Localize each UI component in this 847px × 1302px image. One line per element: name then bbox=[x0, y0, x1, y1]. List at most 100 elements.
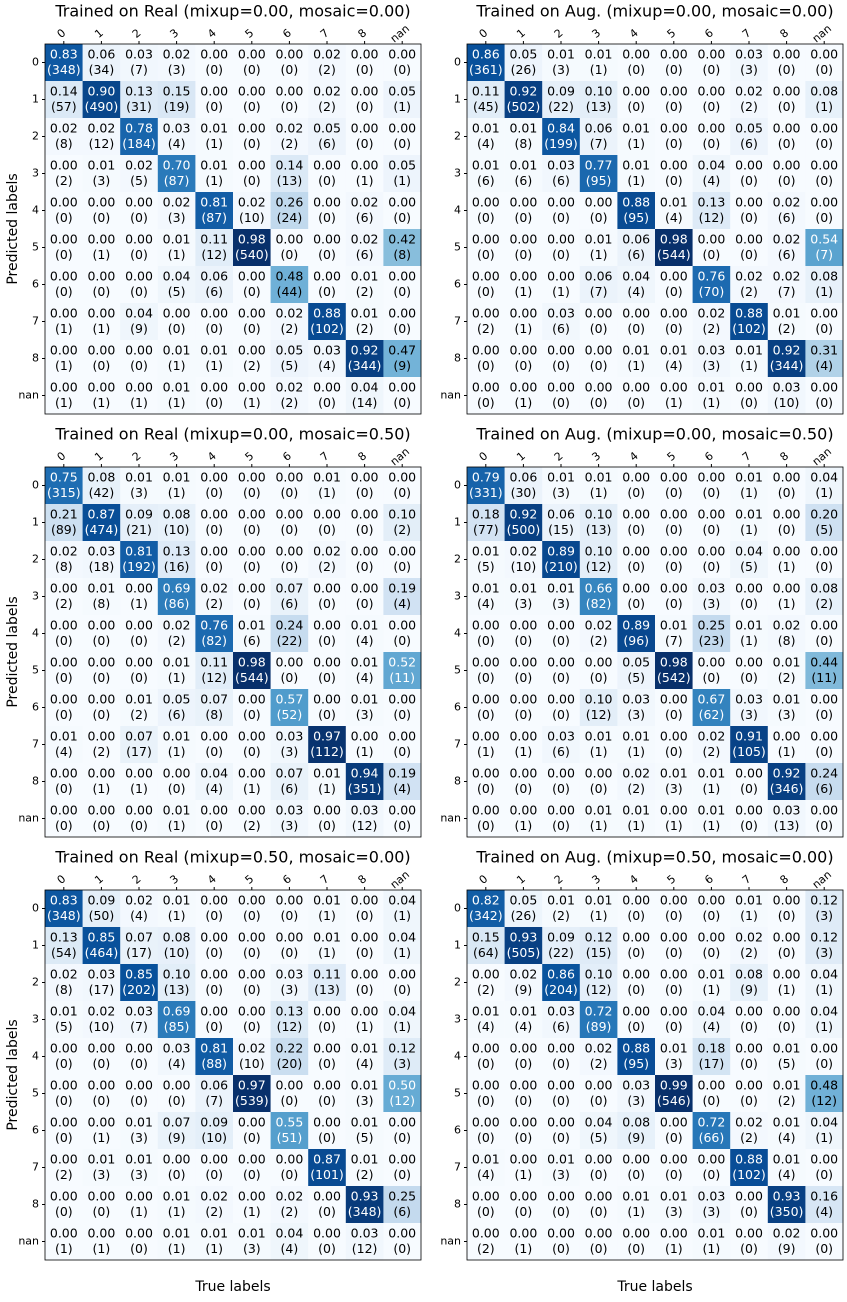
cell-count: (0) bbox=[168, 321, 186, 336]
cell bbox=[542, 615, 581, 653]
cell-value: 0.89 bbox=[622, 618, 650, 633]
cell-count: (0) bbox=[243, 707, 261, 722]
cell-count: (0) bbox=[356, 99, 374, 114]
cell-value: 0.01 bbox=[50, 729, 78, 744]
cell-value: 0.01 bbox=[313, 766, 341, 781]
cell-count: (1) bbox=[318, 945, 336, 960]
cell bbox=[542, 578, 581, 616]
cell bbox=[195, 1075, 234, 1113]
cell bbox=[120, 1075, 159, 1113]
cell-count: (2) bbox=[477, 321, 495, 336]
cell bbox=[692, 155, 731, 193]
y-tick-label: 6 bbox=[32, 701, 39, 714]
cell-value: 0.00 bbox=[125, 581, 153, 596]
cell-count: (2) bbox=[205, 596, 223, 611]
cell-value: 0.02 bbox=[622, 766, 650, 781]
cell bbox=[308, 763, 347, 801]
cell-count: (22) bbox=[548, 945, 574, 960]
cell-value: 0.00 bbox=[313, 1004, 341, 1019]
cell bbox=[579, 890, 618, 928]
cell-count: (199) bbox=[544, 136, 578, 151]
cell-value: 0.01 bbox=[472, 158, 500, 173]
cell bbox=[383, 1075, 422, 1113]
cell-count: (45) bbox=[473, 99, 499, 114]
cell bbox=[157, 377, 196, 415]
cell-value: 0.01 bbox=[622, 158, 650, 173]
cell-count: (8) bbox=[55, 136, 73, 151]
cell-value: 0.00 bbox=[50, 1152, 78, 1167]
cell bbox=[233, 229, 271, 267]
cell bbox=[120, 1186, 159, 1224]
cell-count: (1) bbox=[778, 744, 796, 759]
cell-count: (12) bbox=[201, 247, 227, 262]
cell-value: 0.01 bbox=[50, 1004, 78, 1019]
cell-value: 0.18 bbox=[472, 507, 500, 522]
cell-value: 0.00 bbox=[585, 655, 613, 670]
y-tick-label: 1 bbox=[32, 93, 39, 106]
cell bbox=[157, 578, 196, 616]
cell-count: (82) bbox=[586, 596, 612, 611]
y-tick-label: 2 bbox=[454, 553, 461, 566]
confusion-matrix: Trained on Aug. (mixup=0.00, mosaic=0.00… bbox=[440, 2, 844, 415]
cell-value: 0.00 bbox=[275, 84, 303, 99]
cell-value: 0.00 bbox=[660, 581, 688, 596]
cell-value: 0.10 bbox=[585, 84, 613, 99]
cell-value: 0.13 bbox=[125, 84, 153, 99]
cell bbox=[579, 1075, 618, 1113]
cell bbox=[542, 1038, 581, 1076]
cell-count: (0) bbox=[740, 395, 758, 410]
cell bbox=[157, 192, 196, 230]
cell-count: (0) bbox=[740, 1241, 758, 1256]
cell bbox=[617, 890, 656, 928]
cell-count: (0) bbox=[281, 485, 299, 500]
cell-count: (5) bbox=[627, 670, 645, 685]
cell-value: 0.00 bbox=[735, 380, 763, 395]
cell bbox=[767, 81, 806, 119]
cell bbox=[308, 44, 347, 82]
cell bbox=[542, 1112, 581, 1150]
cell-value: 0.98 bbox=[238, 655, 266, 670]
cell bbox=[692, 800, 731, 838]
cell bbox=[655, 266, 693, 304]
frame bbox=[466, 43, 844, 415]
cell bbox=[542, 927, 581, 965]
cell-value: 0.00 bbox=[200, 930, 228, 945]
x-tick-label: 8 bbox=[777, 449, 791, 463]
cell bbox=[345, 726, 384, 764]
cell-count: (0) bbox=[393, 559, 411, 574]
cell-count: (1) bbox=[93, 247, 111, 262]
cell-value: 0.76 bbox=[697, 269, 725, 284]
cell-count: (0) bbox=[665, 707, 683, 722]
cell-value: 0.00 bbox=[810, 618, 838, 633]
cell-count: (9) bbox=[515, 982, 533, 997]
cell-value: 0.00 bbox=[50, 1078, 78, 1093]
cell-value: 0.00 bbox=[351, 121, 379, 136]
cell-value: 0.00 bbox=[125, 269, 153, 284]
cell bbox=[617, 615, 656, 653]
cell bbox=[345, 927, 384, 965]
cell-count: (0) bbox=[243, 284, 261, 299]
cell-count: (0) bbox=[55, 707, 73, 722]
cell bbox=[383, 689, 422, 727]
cell-count: (1) bbox=[778, 982, 796, 997]
cell bbox=[233, 890, 271, 928]
cell-value: 0.00 bbox=[87, 380, 115, 395]
cell bbox=[233, 467, 271, 505]
cell-count: (3) bbox=[243, 1241, 261, 1256]
cell-count: (4) bbox=[815, 358, 833, 373]
cell bbox=[270, 118, 309, 156]
cell-count: (2) bbox=[356, 284, 374, 299]
cell-value: 0.00 bbox=[773, 121, 801, 136]
cell-value: 0.10 bbox=[585, 692, 613, 707]
cell bbox=[270, 800, 309, 838]
cell bbox=[120, 1223, 159, 1261]
cell-count: (0) bbox=[515, 781, 533, 796]
cell-count: (7) bbox=[590, 284, 608, 299]
cell-count: (0) bbox=[393, 210, 411, 225]
cell bbox=[383, 964, 422, 1002]
cell-value: 0.00 bbox=[388, 544, 416, 559]
cell bbox=[617, 377, 656, 415]
cell-count: (6) bbox=[778, 247, 796, 262]
cell-count: (4) bbox=[627, 284, 645, 299]
